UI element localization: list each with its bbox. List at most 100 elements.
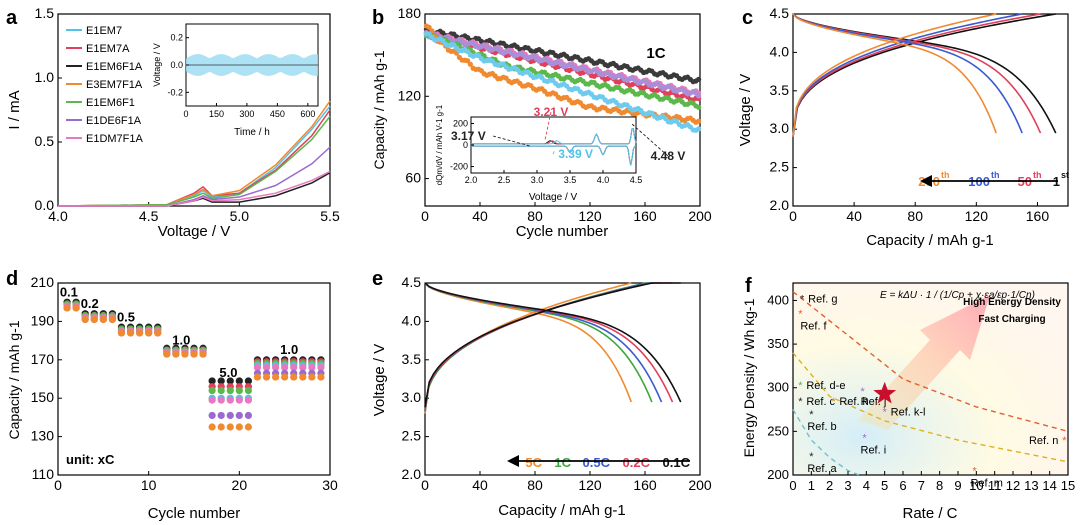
x-tick-label: 3 [844,478,851,493]
panel-c-plot-bg [792,13,1069,207]
charge-curve-100th [792,13,1023,137]
x-tick-label: 12 [1006,478,1020,493]
x-tick-label: 1 [808,478,815,493]
rate-point [208,411,216,420]
ref-label: Ref. m [971,478,1003,490]
data-point-E3EM7F1A [465,58,471,64]
inset-y-tick-label: 0.0 [170,60,183,70]
panel-c-label: c [742,7,753,29]
rate-point [226,377,234,385]
rate-point [208,423,216,431]
y-tick-label: 3.0 [402,389,422,405]
panel-f-xlabel: Rate / C [902,505,957,522]
y-tick-label: 3.0 [770,120,790,136]
panel-b-label: b [372,7,384,29]
rate-point [244,396,252,404]
y-tick-label: 4.0 [402,312,422,328]
y-tick-label: 130 [31,428,55,444]
rate-point [217,386,225,395]
y-tick-label: 0.0 [35,197,55,213]
panel-b-inset-ylabel: dQm/dV / mAh V-1 g-1 [435,104,444,185]
x-tick-label: 160 [1026,208,1050,224]
panel-d-unit-note: unit: xC [66,452,115,467]
x-tick-label: 15 [1061,478,1075,493]
x-tick-label: 7 [918,478,925,493]
panel-b-annotation: 1C [646,45,665,62]
rate-point [226,396,234,404]
ref-label: Ref. f [800,321,827,333]
series-line-E1EM6F1 [57,115,331,207]
y-tick-label: 120 [398,87,422,103]
x-tick-label: 4.5 [139,208,159,224]
cycle-label-suffix: th [941,170,950,180]
panel-e-arrow-head [507,455,519,467]
y-tick-label: 2.0 [770,197,790,213]
ref-point: * [972,466,977,478]
rate-label: 5.0 [219,365,237,380]
panel-a-legend: E1EM7 E1EM7A E1EM6F1A E3EM7F1A E1EM6F1 E1DE6F… [66,25,144,145]
panel-d-label: d [6,268,18,290]
rate-point [226,386,234,395]
x-tick-label: 160 [633,208,657,224]
inset-x-tick-label: 2.5 [498,175,511,185]
x-tick-label: 0 [54,477,62,493]
ref-label: Ref. h [839,396,868,408]
inset-x-tick-label: 450 [270,109,285,119]
rate-point [81,315,89,324]
inset-x-tick-label: 4.0 [597,175,610,185]
rate-point [235,386,243,395]
y-tick-label: 200 [767,467,789,482]
panel-d: d 0 10 20 30 110 130 150 170 190 210 0.10.2 0.5 1.0… [6,268,338,522]
y-tick-label: 2.5 [770,159,790,175]
rate-point [117,329,126,337]
rate-curve-label: 1C [554,455,571,470]
rate-point [235,377,243,385]
x-tick-label: 4.0 [48,208,68,224]
rate-point [253,363,262,372]
panel-a-ylabel: I / mA [6,90,23,129]
ref-point: * [1062,435,1067,447]
rate-point [136,329,144,337]
inset-x-tick-label: 2.0 [465,175,478,185]
rate-point [317,373,325,381]
panel-b-inset-xlabel: Voltage / V [529,192,578,203]
inset-y-tick-label: 0.2 [170,33,183,43]
panel-f-trend-arrow [858,295,990,430]
x-tick-label: 10 [141,477,157,493]
y-tick-label: 250 [767,423,789,438]
peak-leader [631,123,669,157]
x-tick-label: 0 [789,208,797,224]
rate-point [290,363,298,372]
panel-f-ylabel: Energy Density / Wh kg-1 [741,298,757,457]
rate-label: 0.5 [117,309,135,324]
x-tick-label: 8 [936,478,943,493]
ref-point: * [800,294,805,306]
rate-curve-label: 0.1C [663,455,691,470]
rate-point [208,396,216,404]
x-tick-label: 0 [421,477,429,493]
y-tick-label: 4.5 [402,274,422,290]
panel-a-inset-xlabel: Time / h [234,127,270,138]
panel-a-label: a [6,7,18,29]
ref-label: Ref. g [808,294,837,306]
rate-point [217,423,225,431]
discharge-curve-100th [792,13,1023,134]
guide-curve [792,352,1069,463]
x-tick-label: 11 [988,478,1002,493]
x-tick-label: 120 [965,208,989,224]
x-tick-label: 20 [232,477,248,493]
charge-curve-1st [792,13,1056,137]
inset-y-tick-label: 0 [463,140,468,150]
panel-f-headline-2: Fast Charging [978,314,1045,325]
x-tick-label: 4 [863,478,870,493]
inset-x-tick-label: 300 [239,109,254,119]
ref-label: Ref. i [861,444,887,456]
y-tick-label: 4.0 [770,43,790,59]
rate-point [72,304,80,312]
x-tick-label: 10 [969,478,983,493]
panel-f-equation: E = kΔU · 1 / (1/Cp + χ·εa/εp·1/Cn) [880,290,1035,301]
panel-d-ylabel: Capacity / mAh g-1 [6,320,22,439]
x-tick-label: 6 [899,478,906,493]
y-tick-label: 2.5 [402,428,422,444]
y-tick-label: 3.5 [402,351,422,367]
